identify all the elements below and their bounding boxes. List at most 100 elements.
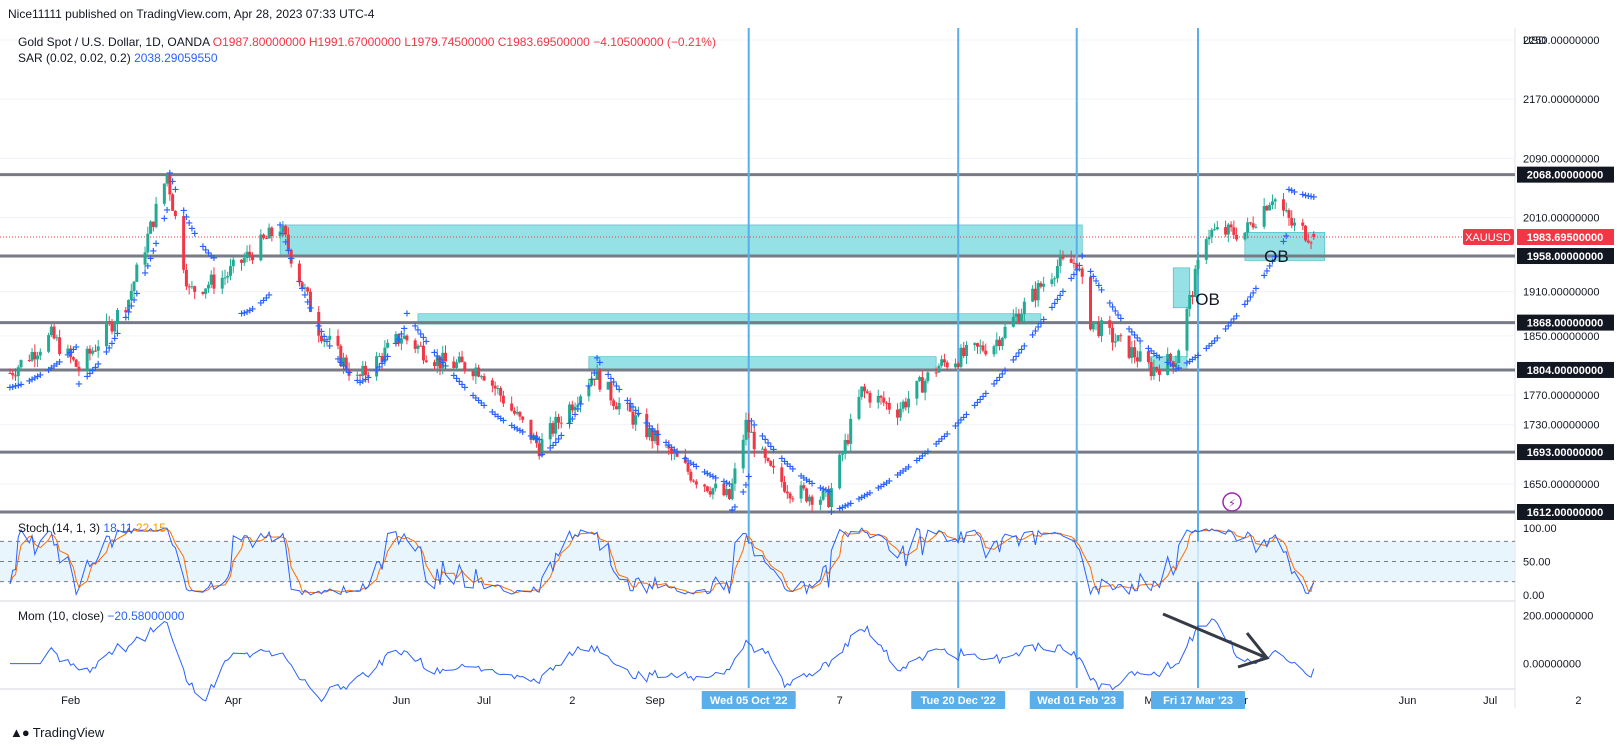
candle-body [289, 249, 293, 264]
candle-body [1033, 288, 1037, 301]
candle-body [1003, 326, 1007, 339]
low-value: L1979.74500000 [404, 35, 495, 49]
sar-dot: + [971, 401, 979, 412]
tradingview-footer[interactable]: ▲● TradingView [10, 725, 104, 740]
candle-body [1022, 301, 1026, 315]
candle-body [766, 458, 770, 462]
stoch-label[interactable]: Stoch (14, 1, 3) [18, 521, 101, 535]
sar-dot: + [554, 434, 562, 445]
candle-body [780, 467, 784, 482]
candle-body [686, 462, 690, 472]
sar-dot: + [681, 454, 689, 465]
candle-body [386, 342, 390, 348]
sar-dot: + [359, 376, 367, 387]
candle-body [1075, 263, 1079, 271]
sar-dot: + [33, 372, 41, 383]
candle-body [1094, 321, 1098, 324]
sar-dot: + [632, 405, 640, 416]
time-tick-label: Jul [1483, 695, 1497, 707]
candle-body [413, 340, 417, 349]
candle-body [763, 448, 767, 459]
candle-body [1270, 201, 1274, 206]
candle-body [537, 443, 541, 457]
sar-dot: + [133, 288, 141, 299]
candle-body [667, 444, 671, 449]
mom-label[interactable]: Mom (10, close) [18, 609, 105, 623]
candle-body [625, 402, 629, 404]
candle-body [529, 419, 533, 440]
sar-dot: + [993, 376, 1001, 387]
sar-dot: + [469, 390, 477, 401]
candle-body [1031, 288, 1035, 302]
sar-dot: + [199, 242, 207, 253]
sar-dot: + [549, 440, 557, 451]
candle-body [262, 234, 266, 239]
candle-body [432, 362, 436, 367]
sar-dot: + [507, 421, 515, 432]
candle-body [240, 259, 244, 263]
sar-dot: + [902, 464, 910, 475]
price-tick-label: 2170.00000000 [1523, 94, 1599, 106]
sar-dot: + [295, 276, 303, 287]
sar-dot: + [844, 500, 852, 511]
sar-dot: + [394, 334, 402, 345]
sar-dot: + [706, 470, 714, 481]
candle-body [1080, 268, 1084, 277]
sar-dot: + [237, 309, 245, 320]
candle-body [747, 419, 751, 433]
candle-body [146, 233, 150, 253]
sar-dot: + [1307, 191, 1315, 202]
candle-body [52, 326, 56, 339]
symbol-title[interactable]: Gold Spot / U.S. Dollar, 1D, OANDA [18, 35, 210, 49]
candle-body [361, 365, 365, 376]
lightning-icon-ring [1222, 492, 1242, 512]
sar-dot: + [246, 306, 254, 317]
sar-dot: + [1130, 330, 1138, 341]
candle-body [229, 266, 233, 276]
candle-body [959, 347, 963, 367]
sar-dot: + [623, 395, 631, 406]
candle-body [88, 348, 92, 354]
sar-dot: + [962, 410, 970, 421]
candle-body [1108, 320, 1112, 328]
candle-body [490, 380, 494, 386]
sar-dot: + [1039, 314, 1047, 325]
candle-body [692, 480, 696, 482]
candle-body [592, 378, 596, 380]
sar-dot: + [403, 309, 411, 320]
sar-dot: + [643, 418, 651, 429]
sar-dot: + [122, 313, 130, 324]
candle-body [923, 380, 927, 393]
sar-dot: + [808, 478, 816, 489]
sar-dot: + [880, 480, 888, 491]
sar-dot: + [604, 369, 612, 380]
trend-arrow-icon [1162, 612, 1268, 660]
sar-dot: + [1114, 310, 1122, 321]
sar-dot: + [1150, 348, 1158, 359]
sar-dot: + [700, 467, 708, 478]
sar-dot: + [1015, 348, 1023, 359]
candle-body [769, 461, 773, 466]
sar-dot: + [276, 220, 284, 231]
sar-dot: + [1136, 336, 1144, 347]
candle-body [308, 291, 312, 312]
sar-dot: + [1034, 322, 1042, 333]
candle-body [579, 396, 583, 405]
sar-dot: + [885, 476, 893, 487]
sar-label[interactable]: SAR (0.02, 0.02, 0.2) [18, 51, 131, 65]
date-marker-tag [1151, 691, 1246, 709]
candle-body [1039, 283, 1043, 287]
publish-line: Nice11111 published on TradingView.com, … [8, 7, 375, 21]
candle-body [730, 483, 734, 500]
candle-body [694, 481, 698, 485]
sar-dot: + [364, 372, 372, 383]
sar-dot: + [474, 396, 482, 407]
sar-dot: + [88, 366, 96, 377]
candle-body [896, 409, 900, 418]
symbol-tag-label: XAUUSD [1465, 232, 1511, 244]
sar-dot: + [342, 365, 350, 376]
candle-body [397, 334, 401, 344]
sar-dot: + [257, 298, 265, 309]
time-tick-label: 2 [1575, 695, 1581, 707]
